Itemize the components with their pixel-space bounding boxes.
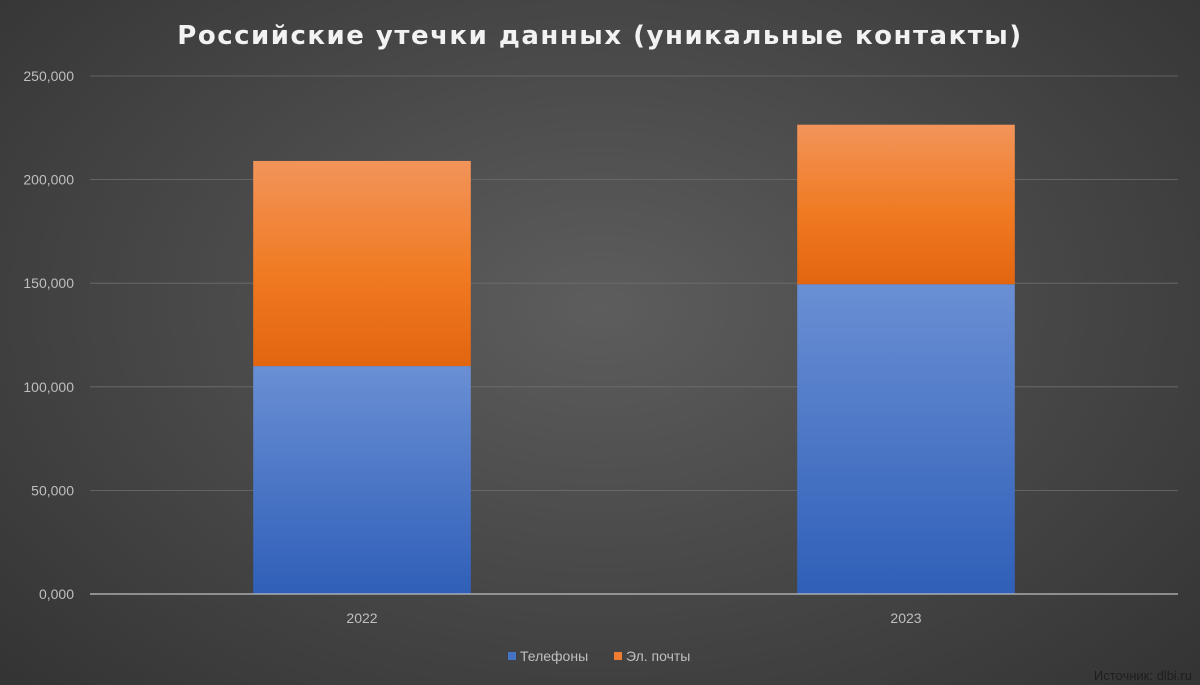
bars <box>253 124 1015 594</box>
y-axis-tick-labels: 0,000 50,000 100,000 150,000 200,000 250,000 <box>23 68 74 602</box>
source-note: Источник: dlbi.ru <box>1094 668 1192 683</box>
chart-title: Российские утечки данных (уникальные кон… <box>177 21 1022 51</box>
x-axis-tick-labels: 2022 2023 <box>346 610 921 626</box>
bar-phones-2023 <box>797 284 1015 594</box>
legend-swatch-emails <box>614 652 622 660</box>
y-tick-label: 50,000 <box>31 482 74 498</box>
y-tick-label: 250,000 <box>23 68 74 84</box>
y-tick-label: 0,000 <box>39 586 74 602</box>
bar-emails-2023 <box>797 124 1015 285</box>
legend: Телефоны Эл. почты <box>508 648 690 664</box>
y-tick-label: 100,000 <box>23 379 74 395</box>
bar-emails-2022 <box>253 160 471 367</box>
legend-label-emails: Эл. почты <box>626 648 690 664</box>
x-tick-label: 2023 <box>890 610 921 626</box>
x-tick-label: 2022 <box>346 610 377 626</box>
y-tick-label: 200,000 <box>23 172 74 188</box>
legend-label-phones: Телефоны <box>520 648 588 664</box>
legend-swatch-phones <box>508 652 516 660</box>
y-tick-label: 150,000 <box>23 275 74 291</box>
bar-phones-2022 <box>253 366 471 594</box>
